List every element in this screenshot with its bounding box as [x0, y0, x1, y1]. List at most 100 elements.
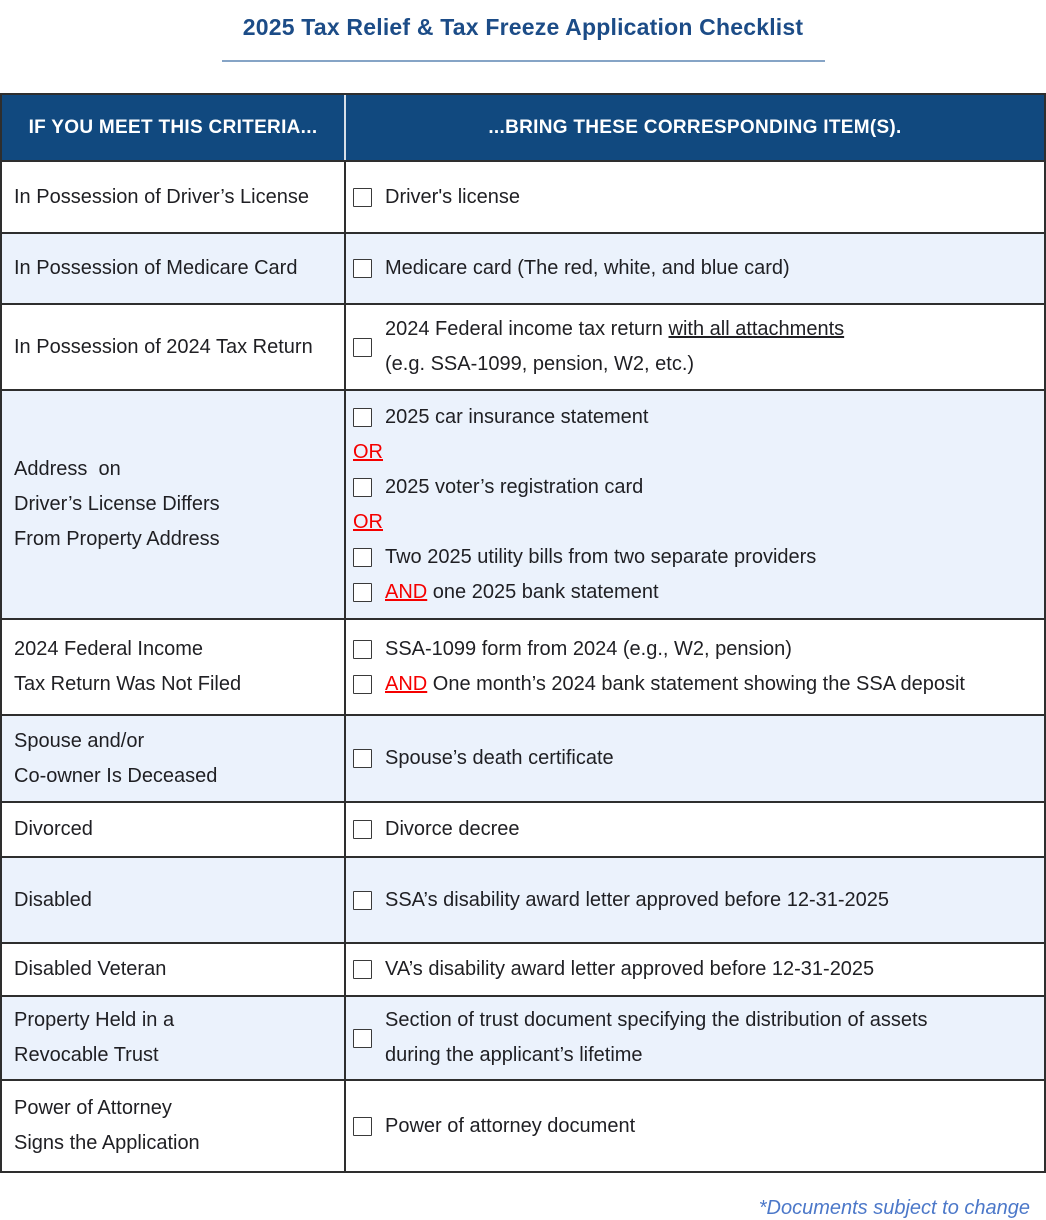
text-segment: Power of attorney document: [385, 1114, 636, 1137]
items-cell: 2025 car insurance statement OR 2025 voter…: [346, 391, 1044, 618]
checklist-item: 2025 car insurance statement: [353, 400, 1034, 435]
text-segment: during the applicant’s lifetime: [385, 1044, 643, 1066]
checklist-item: VA’s disability award letter approved be…: [353, 952, 1034, 987]
checkbox[interactable]: [353, 407, 372, 427]
checklist-item: SSA’s disability award letter approved b…: [353, 883, 1034, 918]
item-text: AND one 2025 bank statement: [385, 575, 659, 610]
criteria-cell: Spouse and/or Co-owner Is Deceased: [2, 716, 346, 801]
items-cell: 2024 Federal income tax return with all …: [346, 305, 1044, 389]
checkbox[interactable]: [353, 477, 372, 497]
checkbox[interactable]: [353, 259, 372, 278]
item-text: Driver's license: [385, 180, 520, 215]
criteria-text: From Property Address: [14, 528, 220, 550]
text-segment: (e.g. SSA-1099, pension, W2, etc.): [385, 353, 695, 375]
items-cell: VA’s disability award letter approved be…: [346, 944, 1044, 995]
items-cell: Power of attorney document: [346, 1081, 1044, 1171]
text-segment: 2025 car insurance statement: [385, 405, 649, 428]
checklist-item: 2024 Federal income tax return with all …: [353, 312, 1034, 382]
checklist-item: Divorce decree: [353, 812, 1034, 847]
criteria-text: Disabled Veteran: [14, 958, 167, 980]
checklist-item: Driver's license: [353, 180, 1034, 215]
text-segment: 2025 voter’s registration card: [385, 475, 644, 498]
items-cell: SSA’s disability award letter approved b…: [346, 858, 1044, 942]
item-text: OR: [353, 435, 383, 470]
table-row: 2024 Federal Income Tax Return Was Not Fi…: [2, 618, 1044, 714]
criteria-text: Tax Return Was Not Filed: [14, 673, 242, 695]
criteria-text: Divorced: [14, 818, 93, 840]
table-row: Divorced Divorce decree: [2, 801, 1044, 856]
criteria-cell: Disabled Veteran: [2, 944, 346, 995]
checkbox[interactable]: [353, 675, 372, 694]
checkbox[interactable]: [353, 820, 372, 839]
criteria-text: Co-owner Is Deceased: [14, 764, 218, 787]
checkbox[interactable]: [353, 890, 372, 910]
item-text: SSA-1099 form from 2024 (e.g., W2, pensi…: [385, 632, 792, 667]
item-text: VA’s disability award letter approved be…: [385, 952, 874, 987]
criteria-text: Signs the Application: [14, 1132, 200, 1154]
item-text: Medicare card (The red, white, and blue …: [385, 251, 790, 286]
items-cell: Spouse’s death certificate: [346, 716, 1044, 801]
text-segment: 2024 Federal income tax return: [385, 318, 669, 340]
criteria-cell: In Possession of Medicare Card: [2, 234, 346, 303]
text-segment: Driver's license: [385, 185, 520, 208]
checklist-table: IF YOU MEET THIS CRITERIA... ...BRING TH…: [0, 93, 1046, 1173]
item-text: Two 2025 utility bills from two separate…: [385, 540, 816, 575]
text-segment: AND: [385, 580, 428, 603]
text-segment: Section of trust document specifying the…: [385, 1009, 928, 1031]
items-cell: Divorce decree: [346, 803, 1044, 856]
text-segment: SSA-1099 form from 2024 (e.g., W2, pensi…: [385, 638, 792, 660]
header-criteria: IF YOU MEET THIS CRITERIA...: [2, 95, 346, 160]
item-text: SSA’s disability award letter approved b…: [385, 883, 889, 918]
checklist-item: SSA-1099 form from 2024 (e.g., W2, pensi…: [353, 632, 1034, 667]
item-text: 2024 Federal income tax return with all …: [385, 312, 844, 382]
checklist-item: AND one 2025 bank statement: [353, 575, 1034, 610]
item-text: Divorce decree: [385, 812, 520, 847]
checkbox[interactable]: [353, 749, 372, 768]
checkbox[interactable]: [353, 1116, 372, 1136]
checkbox[interactable]: [353, 582, 372, 602]
page-title: 2025 Tax Relief & Tax Freeze Application…: [242, 14, 804, 40]
table-row: Property Held in a Revocable Trust Section…: [2, 995, 1044, 1079]
criteria-cell: Property Held in a Revocable Trust: [2, 997, 346, 1079]
checklist-item: Spouse’s death certificate: [353, 741, 1034, 776]
checkbox[interactable]: [353, 1028, 372, 1048]
checklist-item: Medicare card (The red, white, and blue …: [353, 251, 1034, 286]
criteria-text: Driver’s License Differs: [14, 493, 220, 515]
checkbox[interactable]: [353, 337, 372, 357]
checklist-item: 2025 voter’s registration card: [353, 470, 1034, 505]
text-segment: one 2025 bank statement: [427, 580, 659, 603]
criteria-cell: In Possession of Driver’s License: [2, 162, 346, 232]
checklist-item: Two 2025 utility bills from two separate…: [353, 540, 1034, 575]
checkbox[interactable]: [353, 640, 372, 659]
checkbox[interactable]: [353, 547, 372, 567]
items-cell: SSA-1099 form from 2024 (e.g., W2, pensi…: [346, 620, 1044, 714]
criteria-cell: Disabled: [2, 858, 346, 942]
checkbox[interactable]: [353, 960, 372, 979]
criteria-cell: 2024 Federal Income Tax Return Was Not Fi…: [2, 620, 346, 714]
item-text: Spouse’s death certificate: [385, 741, 614, 776]
checklist-item: Power of attorney document: [353, 1109, 1034, 1144]
item-text: AND One month’s 2024 bank statement show…: [385, 667, 965, 702]
item-text: OR: [353, 505, 383, 540]
table-row: Disabled SSA’s disability award letter ap…: [2, 856, 1044, 942]
criteria-text: In Possession of Medicare Card: [14, 257, 298, 279]
connector-label: OR: [353, 435, 1034, 470]
table-header-row: IF YOU MEET THIS CRITERIA... ...BRING TH…: [2, 95, 1044, 160]
criteria-text: Disabled: [14, 888, 92, 911]
criteria-text: Address on: [14, 458, 121, 480]
text-segment: OR: [353, 440, 383, 463]
title-underline: [221, 60, 825, 62]
checklist-item: Section of trust document specifying the…: [353, 1003, 1034, 1073]
criteria-text: In Possession of 2024 Tax Return: [14, 335, 313, 358]
table-row: In Possession of Medicare Card Medicare c…: [2, 232, 1044, 303]
text-segment: Two 2025 utility bills from two separate…: [385, 545, 817, 568]
checkbox[interactable]: [353, 187, 372, 207]
criteria-text: Revocable Trust: [14, 1044, 159, 1066]
footnote: *Documents subject to change: [758, 1197, 1030, 1219]
text-segment: OR: [353, 510, 383, 533]
items-cell: Driver's license: [346, 162, 1044, 232]
criteria-cell: Power of Attorney Signs the Application: [2, 1081, 346, 1171]
table-row: Power of Attorney Signs the Application Po…: [2, 1079, 1044, 1171]
text-segment: with all attachments: [668, 318, 845, 340]
items-cell: Medicare card (The red, white, and blue …: [346, 234, 1044, 303]
